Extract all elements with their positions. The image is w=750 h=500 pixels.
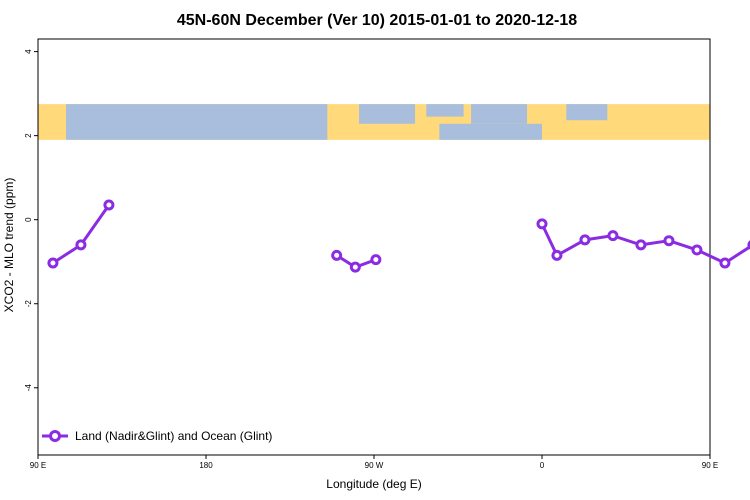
data-point xyxy=(75,239,87,251)
y-axis-label: XCO2 - MLO trend (ppm) xyxy=(2,178,16,313)
data-point xyxy=(551,249,563,261)
chart-title: 45N-60N December (Ver 10) 2015-01-01 to … xyxy=(177,12,577,29)
map-ocean-2 xyxy=(426,104,464,117)
map-ocean-5 xyxy=(566,104,608,121)
data-point xyxy=(691,244,703,256)
data-point xyxy=(370,254,382,266)
world-map-strip xyxy=(38,104,710,140)
legend-label: Land (Nadir&Glint) and Ocean (Glint) xyxy=(75,429,272,443)
y-axis-ticks: 4 2 0 -2 -4 xyxy=(24,49,38,391)
data-point xyxy=(719,257,731,269)
data-point xyxy=(47,257,59,269)
data-point xyxy=(536,218,548,230)
map-ocean-3 xyxy=(439,123,542,140)
data-point xyxy=(607,230,619,242)
data-point xyxy=(635,239,647,251)
x-tick-label: 0 xyxy=(540,461,545,470)
data-point xyxy=(579,234,591,246)
x-tick-label: 90 E xyxy=(30,461,46,470)
map-ocean-4 xyxy=(471,104,528,124)
data-point xyxy=(331,249,343,261)
legend-marker-swatch xyxy=(49,430,61,442)
series-line-segment xyxy=(540,223,750,265)
y-tick-label: -4 xyxy=(24,384,33,392)
y-tick-label: 0 xyxy=(24,217,33,222)
x-tick-label: 180 xyxy=(199,461,213,470)
x-axis-ticks: 90 E 180 90 W 0 90 E xyxy=(30,455,718,470)
map-ocean-0 xyxy=(66,104,328,140)
x-tick-label: 90 E xyxy=(702,461,718,470)
series-line-segment xyxy=(52,204,111,265)
plot-frame xyxy=(37,38,711,456)
data-point xyxy=(103,199,115,211)
legend: Land (Nadir&Glint) and Ocean (Glint) xyxy=(42,429,272,443)
y-tick-label: 4 xyxy=(24,49,33,54)
y-tick-label: -2 xyxy=(24,300,33,308)
y-tick-label: 2 xyxy=(24,133,33,138)
series-layer xyxy=(47,199,750,273)
map-ocean-1 xyxy=(359,104,416,124)
x-tick-label: 90 W xyxy=(365,461,384,470)
data-point xyxy=(349,261,361,273)
x-axis-label: Longitude (deg E) xyxy=(326,477,421,491)
data-point xyxy=(663,235,675,247)
